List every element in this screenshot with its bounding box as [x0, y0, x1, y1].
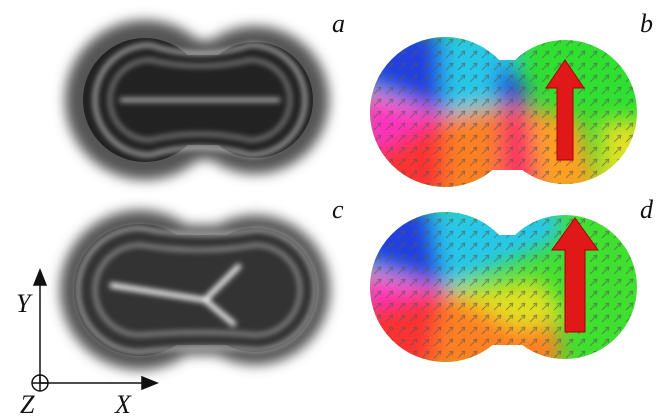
image-a — [65, 20, 329, 180]
axis-label: Y — [16, 289, 33, 318]
axis-label: X — [114, 390, 132, 419]
panel-label: a — [332, 9, 345, 38]
panel-label: d — [640, 195, 654, 224]
figure: a b c d Y Z X — [0, 0, 662, 419]
image-c — [60, 210, 330, 370]
image-b — [360, 30, 650, 200]
image-d — [360, 205, 650, 375]
panel-label: c — [332, 195, 344, 224]
panel-label: b — [640, 9, 653, 38]
axis-label: Z — [20, 390, 35, 419]
